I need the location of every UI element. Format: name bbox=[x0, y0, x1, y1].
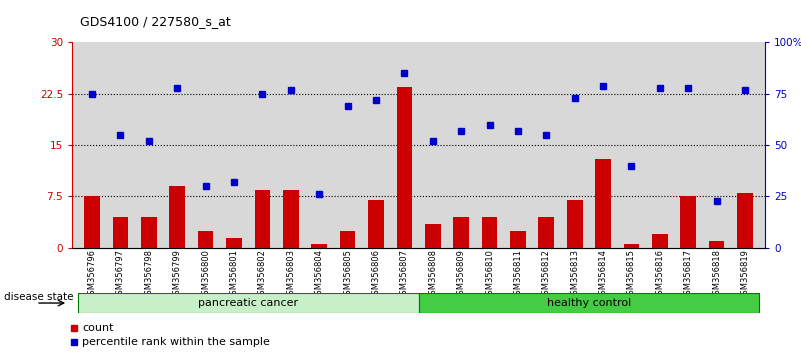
Bar bbox=[368, 200, 384, 248]
Bar bbox=[312, 244, 327, 248]
Text: percentile rank within the sample: percentile rank within the sample bbox=[83, 337, 270, 347]
Bar bbox=[396, 87, 413, 248]
Text: pancreatic cancer: pancreatic cancer bbox=[198, 298, 298, 308]
Bar bbox=[84, 196, 100, 248]
Bar bbox=[709, 241, 724, 248]
Bar bbox=[141, 217, 156, 248]
Bar bbox=[510, 231, 525, 248]
Bar bbox=[78, 293, 418, 313]
Text: GDS4100 / 227580_s_at: GDS4100 / 227580_s_at bbox=[80, 15, 231, 28]
Bar bbox=[169, 186, 185, 248]
Bar bbox=[425, 224, 441, 248]
Bar bbox=[226, 238, 242, 248]
Bar bbox=[113, 217, 128, 248]
Bar bbox=[652, 234, 668, 248]
Bar bbox=[481, 217, 497, 248]
Text: healthy control: healthy control bbox=[547, 298, 631, 308]
Bar bbox=[538, 217, 554, 248]
Bar bbox=[198, 231, 213, 248]
Bar bbox=[453, 217, 469, 248]
Bar bbox=[595, 159, 611, 248]
Bar bbox=[681, 196, 696, 248]
Bar bbox=[567, 200, 582, 248]
Text: count: count bbox=[83, 322, 114, 332]
Bar bbox=[737, 193, 753, 248]
Bar bbox=[255, 190, 270, 248]
Bar bbox=[624, 244, 639, 248]
Bar bbox=[283, 190, 299, 248]
Bar bbox=[340, 231, 356, 248]
Text: disease state: disease state bbox=[4, 292, 74, 302]
Bar bbox=[418, 293, 759, 313]
